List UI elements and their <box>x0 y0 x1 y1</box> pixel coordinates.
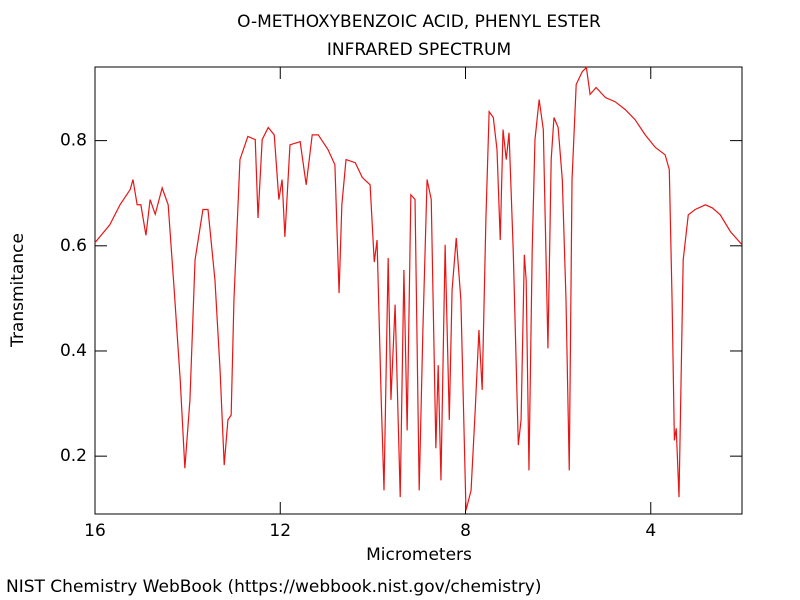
footer: NIST Chemistry WebBook (https://webbook.… <box>6 577 541 597</box>
y-tick-label: 0.4 <box>60 341 87 361</box>
plot-frame <box>94 66 743 515</box>
x-tick-label: 4 <box>645 521 656 541</box>
y-tick-label: 0.8 <box>60 131 87 151</box>
x-axis-label: Micrometers <box>366 545 472 565</box>
chart-title: O-METHOXYBENZOIC ACID, PHENYL ESTER <box>237 12 601 32</box>
y-tick-label: 0.6 <box>60 236 87 256</box>
chart-subtitle: INFRARED SPECTRUM <box>327 40 511 60</box>
spectrum-line <box>94 66 743 511</box>
x-tick-label: 8 <box>460 521 471 541</box>
x-tick-label: 12 <box>269 521 291 541</box>
y-axis-label: Transmitance <box>8 233 28 348</box>
x-tick-label: 16 <box>84 521 106 541</box>
y-tick-label: 0.2 <box>60 446 87 466</box>
